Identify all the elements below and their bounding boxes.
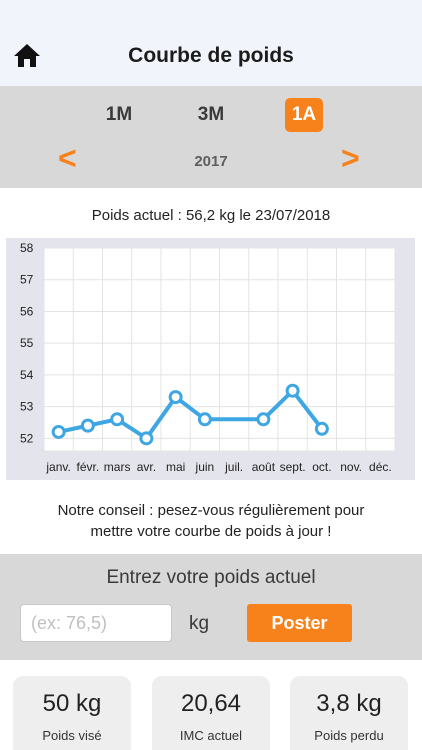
x-tick-label: mai [166, 460, 185, 474]
data-point [139, 431, 154, 446]
data-point [51, 424, 66, 439]
weight-input[interactable] [20, 604, 172, 642]
current-weight-label: Poids actuel : 56,2 kg le 23/07/2018 [91, 207, 331, 224]
previous-period-button[interactable]: < [58, 140, 77, 176]
stat-value: 3,8 kg [316, 690, 382, 717]
x-tick-label: oct. [312, 460, 331, 474]
weight-entry-title: Entrez votre poids actuel [106, 567, 316, 588]
y-tick-label: 54 [20, 368, 34, 382]
advice-line-2: mettre votre courbe de poids à jour ! [90, 523, 332, 540]
stat-value: 50 kg [42, 690, 102, 717]
x-tick-label: mars [104, 460, 131, 474]
x-tick-label: juil. [224, 460, 243, 474]
stat-target-weight: 50 kg Poids visé [13, 676, 131, 750]
advice-text: Notre conseil : pesez-vous régulièrement… [10, 500, 412, 542]
x-tick-label: août [252, 460, 276, 474]
stat-label: Poids visé [42, 728, 102, 743]
data-point [285, 383, 300, 398]
y-tick-label: 58 [20, 241, 34, 255]
page-title: Courbe de poids [128, 44, 294, 67]
next-period-button[interactable]: > [341, 140, 360, 176]
y-tick-label: 56 [20, 304, 34, 318]
stat-label: IMC actuel [179, 728, 243, 743]
stat-bmi: 20,64 IMC actuel [152, 676, 270, 750]
x-tick-label: juin [195, 460, 215, 474]
stat-value: 20,64 [180, 690, 242, 717]
x-tick-label: déc. [369, 460, 392, 474]
x-tick-label: nov. [340, 460, 362, 474]
app-header [0, 0, 422, 86]
data-point [168, 390, 183, 405]
x-tick-label: sept. [280, 460, 306, 474]
tab-3m[interactable]: 3M [197, 104, 225, 125]
home-icon[interactable] [13, 42, 41, 68]
post-button[interactable]: Poster [247, 604, 352, 642]
weight-chart: 52 53 54 55 56 57 58 janv. févr. mars avr. mai juin j… [6, 238, 415, 480]
stat-label: Poids perdu [314, 728, 384, 743]
data-point [256, 412, 271, 427]
data-point [314, 421, 329, 436]
data-point [110, 412, 125, 427]
stat-weight-lost: 3,8 kg Poids perdu [290, 676, 408, 750]
tab-1m[interactable]: 1M [105, 104, 133, 125]
year-label: 2017 [194, 153, 228, 170]
advice-line-1: Notre conseil : pesez-vous régulièrement… [57, 502, 365, 519]
y-tick-label: 53 [20, 400, 34, 414]
data-point [197, 412, 212, 427]
data-point [80, 418, 95, 433]
y-tick-label: 55 [20, 336, 34, 350]
x-tick-label: janv. [45, 460, 70, 474]
x-tick-label: févr. [77, 460, 100, 474]
y-tick-label: 57 [20, 273, 34, 287]
weight-chart-svg: 52 53 54 55 56 57 58 janv. févr. mars avr. mai juin j… [20, 241, 396, 474]
x-tick-label: avr. [137, 460, 156, 474]
tab-1a[interactable]: 1A [285, 98, 323, 132]
period-selector [0, 86, 422, 188]
weight-unit-label: kg [189, 613, 210, 634]
y-tick-label: 52 [20, 431, 34, 445]
